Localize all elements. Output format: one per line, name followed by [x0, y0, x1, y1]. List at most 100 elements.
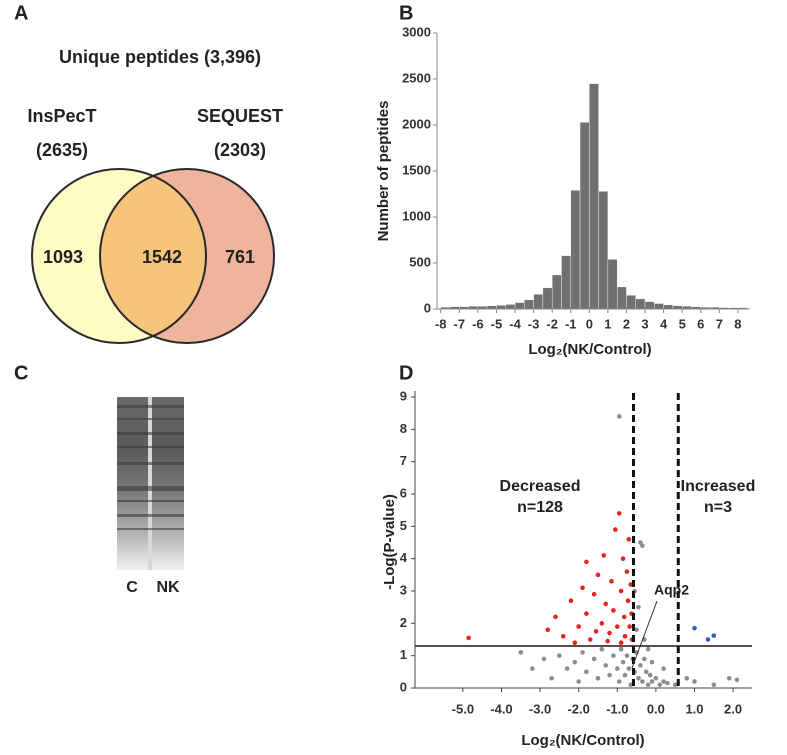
set-outline	[31, 168, 207, 344]
x-tick-label: 0	[586, 316, 593, 331]
y-tick-label: 500	[409, 254, 431, 269]
y-axis-label: -Log(P-value)	[381, 494, 398, 590]
lane-label: C	[126, 579, 138, 596]
x-tick-label: 5	[679, 316, 686, 331]
point	[627, 624, 632, 629]
point	[568, 598, 574, 603]
point	[576, 624, 581, 629]
annotation: n=128	[517, 499, 563, 516]
point	[557, 653, 562, 658]
x-tick-label: -2	[546, 316, 558, 331]
bar	[598, 191, 609, 310]
point	[609, 579, 614, 584]
point	[653, 676, 659, 681]
x-tick-label: 1.0	[685, 701, 703, 716]
y-tick-label: 4	[400, 550, 408, 565]
point	[618, 588, 624, 594]
volcano-plot: 0 1 2 3 4 5 6 7 8 9 -5.0 -4.0 -3.0 -2.0 -1.0 0.0 1.0 2.0	[400, 388, 752, 716]
point	[649, 679, 655, 684]
point	[607, 672, 612, 678]
point	[611, 653, 616, 658]
point	[636, 604, 641, 610]
point	[576, 679, 581, 684]
y-tick-label: 7	[400, 453, 407, 468]
point	[641, 656, 647, 662]
bar	[616, 286, 627, 310]
annotation: n=3	[704, 499, 732, 516]
panel-letter: C	[14, 362, 28, 384]
gel-bands	[117, 405, 184, 530]
lane-label: NK	[156, 579, 180, 596]
bar	[524, 299, 534, 310]
point	[620, 556, 626, 561]
point	[661, 666, 666, 671]
point	[647, 672, 653, 678]
x-tick-label: 3	[641, 316, 648, 331]
point	[626, 536, 632, 542]
point	[591, 656, 597, 662]
point	[636, 676, 641, 681]
point	[634, 627, 639, 633]
x-tick-label: -4	[509, 316, 521, 331]
point	[601, 553, 607, 558]
point	[599, 646, 605, 652]
point	[638, 663, 643, 668]
x-tick-label: 4	[660, 316, 668, 331]
bar	[663, 304, 674, 310]
point	[645, 646, 651, 652]
point	[616, 414, 622, 419]
point	[645, 682, 651, 688]
point	[624, 653, 630, 658]
bar	[533, 294, 544, 310]
leader-line	[631, 600, 658, 669]
point	[613, 527, 618, 532]
x-tick-label: -5	[491, 316, 503, 331]
gel-gap	[148, 397, 152, 570]
bar	[561, 255, 571, 310]
point	[621, 614, 627, 620]
point	[599, 621, 605, 626]
bar	[626, 295, 636, 310]
x-tick-label: -1	[565, 316, 577, 331]
bar	[654, 303, 664, 310]
y-tick-label: 3	[400, 582, 407, 597]
y-axis-label: Number of peptides	[375, 101, 392, 242]
point	[726, 676, 732, 681]
gel-image	[117, 397, 184, 570]
y-tick-label: 2	[400, 615, 407, 630]
region-count: 761	[225, 247, 255, 267]
bar	[514, 302, 525, 310]
x-tick-label: -3.0	[529, 701, 551, 716]
point	[692, 679, 697, 684]
y-tick-label: 2500	[402, 70, 431, 85]
point	[711, 682, 717, 688]
point	[705, 637, 711, 642]
point	[564, 666, 570, 671]
point	[603, 601, 608, 607]
y-tick-label: 6	[400, 485, 407, 500]
bar	[505, 304, 516, 310]
point	[616, 511, 622, 516]
point	[661, 679, 666, 684]
point	[580, 650, 585, 655]
point	[618, 646, 624, 652]
point	[624, 569, 630, 574]
point	[580, 585, 585, 591]
point	[518, 650, 524, 655]
panel-letter: A	[14, 2, 28, 24]
bar	[635, 298, 646, 310]
point	[665, 680, 670, 686]
point	[611, 608, 616, 613]
x-tick-label: -2.0	[567, 701, 589, 716]
y-tick-label: 2000	[402, 116, 431, 131]
point	[549, 676, 554, 681]
bar	[551, 274, 562, 310]
point	[572, 659, 578, 665]
point	[614, 624, 620, 629]
point	[649, 659, 655, 665]
point	[618, 640, 624, 646]
overlap	[100, 169, 206, 343]
point	[640, 543, 645, 549]
point	[591, 591, 597, 597]
